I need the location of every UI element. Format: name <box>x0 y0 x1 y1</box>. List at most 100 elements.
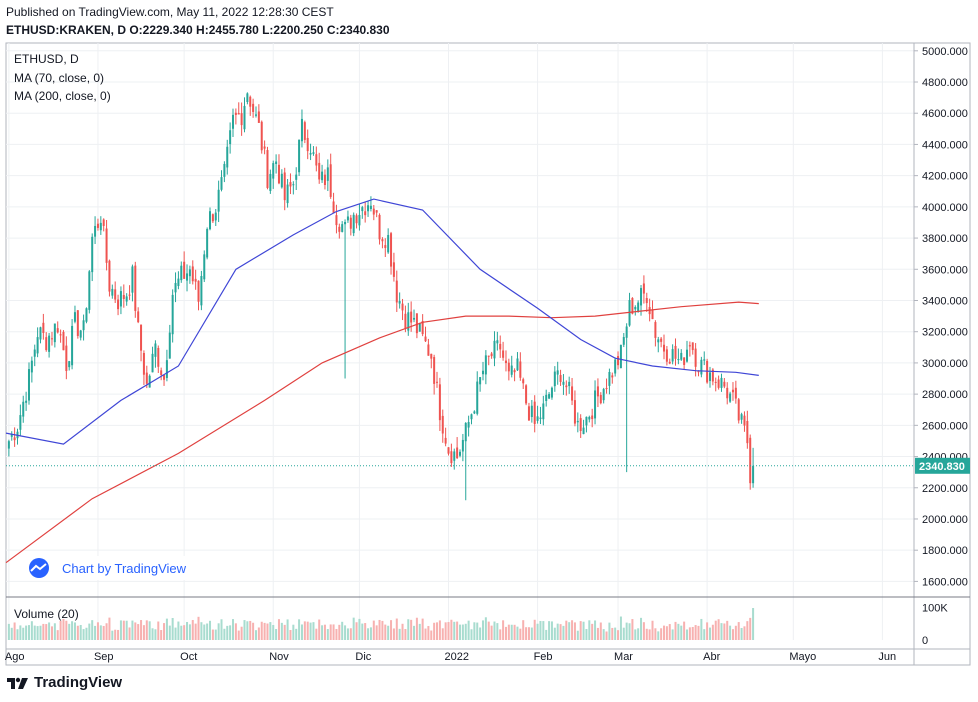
candle-body <box>321 171 324 181</box>
volume-bar <box>436 622 439 640</box>
volume-bar <box>525 627 528 640</box>
candle-body <box>191 266 194 282</box>
volume-bar <box>447 622 450 640</box>
candle-body <box>30 360 33 373</box>
volume-bar <box>611 627 614 640</box>
candle-body <box>165 360 168 378</box>
candle-body <box>407 312 410 331</box>
candle-body <box>186 273 189 281</box>
candle-body <box>401 303 404 311</box>
volume-bar <box>441 628 444 640</box>
footer-brand[interactable]: TradingView <box>6 674 122 691</box>
candle-body <box>254 114 257 116</box>
volume-bar <box>292 624 295 640</box>
candle-body <box>444 437 447 444</box>
price-tick-label: 4600.000 <box>922 108 968 120</box>
time-tick-label: Mayo <box>789 651 816 663</box>
candle-body <box>660 338 663 342</box>
volume-bar <box>237 630 240 640</box>
volume-bar <box>637 628 640 640</box>
candle-body <box>45 337 48 351</box>
time-tick-label: Ago <box>5 651 25 663</box>
candle-body <box>674 345 677 359</box>
candle-body <box>111 288 114 296</box>
candle-body <box>683 357 686 365</box>
candle-body <box>344 222 347 225</box>
volume-bar <box>252 622 255 640</box>
candle-body <box>323 174 326 185</box>
volume-bar <box>111 630 114 640</box>
volume-bar <box>502 620 505 640</box>
volume-bar <box>596 627 599 640</box>
volume-bar <box>298 619 301 640</box>
time-tick-label: Sep <box>94 651 114 663</box>
volume-bar <box>358 618 361 640</box>
candle-body <box>180 265 183 281</box>
volume-bar <box>536 623 539 640</box>
candle-body <box>436 381 439 383</box>
volume-bar <box>660 628 663 640</box>
candle-body <box>456 447 459 459</box>
symbol-ohlc: ETHUSD:KRAKEN, D O:2229.340 H:2455.780 L… <box>6 23 390 37</box>
candle-body <box>183 261 186 279</box>
volume-bar <box>269 622 272 640</box>
tradingview-watermark[interactable]: Chart by TradingView <box>22 556 191 580</box>
volume-tick-label: 100K <box>922 603 948 615</box>
volume-bar <box>7 623 10 640</box>
candle-body <box>473 411 476 414</box>
candle-body <box>312 152 315 154</box>
volume-bar <box>591 623 594 640</box>
candle-body <box>125 296 128 302</box>
candle-body <box>605 388 608 390</box>
candle-body <box>634 306 637 310</box>
candle-body <box>694 348 697 367</box>
volume-bar <box>25 625 28 640</box>
candle-body <box>447 447 450 454</box>
candle-body <box>502 350 505 358</box>
volume-bar <box>631 619 634 640</box>
candle-body <box>384 245 387 248</box>
volume-bar <box>341 621 344 640</box>
candle-body <box>177 278 180 287</box>
candle-body <box>499 343 502 350</box>
volume-bar <box>703 629 706 640</box>
candle-body <box>519 361 522 378</box>
candle-body <box>441 415 444 434</box>
volume-bar <box>191 620 194 640</box>
volume-bar <box>470 629 473 640</box>
volume-bar <box>617 630 620 640</box>
candle-body <box>390 233 393 267</box>
candle-body <box>723 381 726 387</box>
candle-body <box>594 390 597 419</box>
candle-body <box>573 400 576 424</box>
candle-body <box>367 205 370 212</box>
candle-body <box>717 379 720 388</box>
volume-bar <box>625 622 628 640</box>
volume-bar <box>266 623 269 640</box>
candle-body <box>640 288 643 306</box>
candle-body <box>154 343 157 357</box>
candle-body <box>493 340 496 359</box>
price-tick-label: 4400.000 <box>922 139 968 151</box>
candle-body <box>568 381 571 387</box>
candle-body <box>697 370 700 373</box>
published-info: Published on TradingView.com, May 11, 20… <box>6 5 334 19</box>
volume-bar <box>186 621 189 640</box>
volume-bar <box>79 624 82 640</box>
volume-bar <box>174 627 177 640</box>
volume-bar <box>381 620 384 640</box>
candle-body <box>507 362 510 372</box>
volume-bar <box>398 628 401 640</box>
volume-bar <box>36 626 39 640</box>
candle-body <box>740 414 743 420</box>
candle-body <box>260 121 263 151</box>
candle-body <box>556 370 559 375</box>
candle-body <box>404 313 407 329</box>
volume-tick-label: 0 <box>922 635 928 647</box>
candle-body <box>453 451 456 461</box>
candle-body <box>688 345 691 347</box>
candle-body <box>398 301 401 304</box>
candle-body <box>591 415 594 420</box>
candle-body <box>91 236 94 273</box>
